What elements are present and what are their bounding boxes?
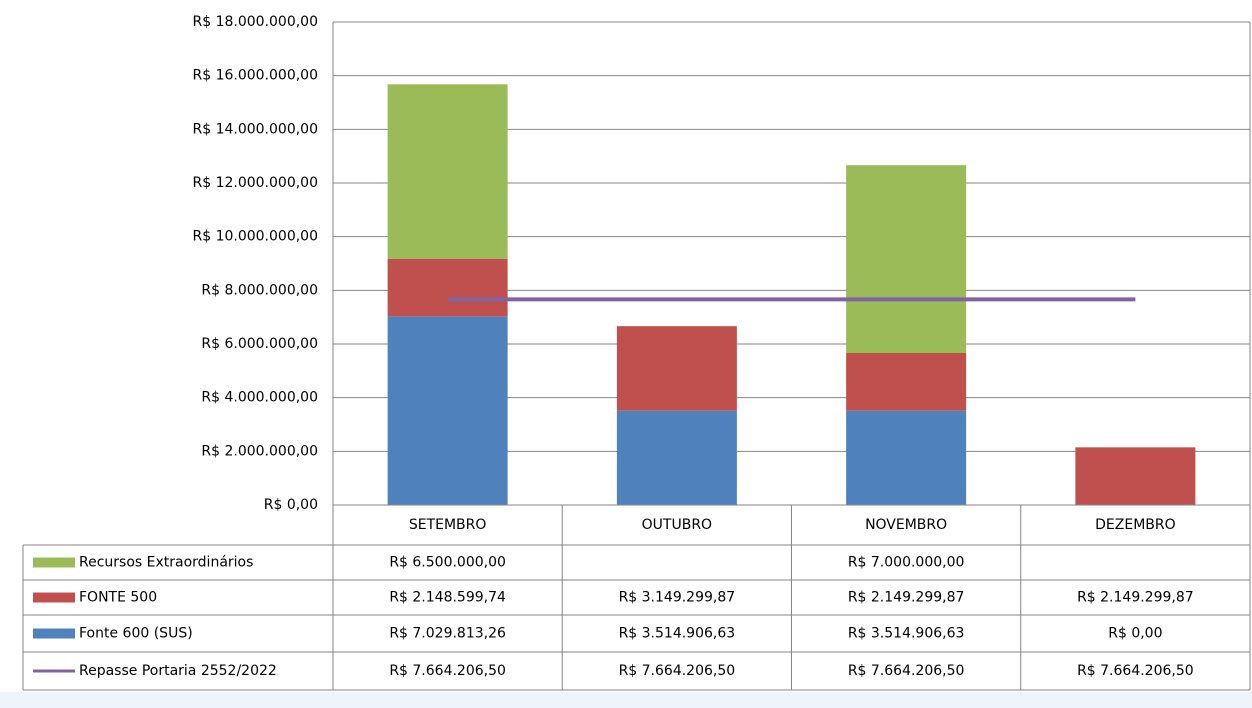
bar-segment (387, 258, 508, 317)
legend-label: Recursos Extraordinários (79, 555, 253, 571)
table-value: R$ 7.664.206,50 (619, 663, 736, 679)
legend-swatch (33, 557, 75, 568)
table-value: R$ 7.029.813,26 (389, 626, 506, 642)
table-value: R$ 7.000.000,00 (848, 555, 965, 571)
y-tick-label: R$ 16.000.000,00 (192, 68, 318, 84)
table-value: R$ 3.149.299,87 (619, 590, 736, 606)
table-value: R$ 0,00 (1108, 626, 1162, 642)
table-value: R$ 7.664.206,50 (389, 663, 506, 679)
bar-segment (1075, 447, 1196, 505)
legend-label: Fonte 600 (SUS) (79, 626, 193, 642)
y-tick-label: R$ 0,00 (264, 497, 318, 513)
table-value: R$ 7.664.206,50 (848, 663, 965, 679)
legend-label: FONTE 500 (79, 590, 157, 606)
y-tick-label: R$ 18.000.000,00 (192, 14, 318, 30)
y-tick-label: R$ 8.000.000,00 (201, 282, 318, 298)
bar-segment (846, 353, 967, 411)
legend-label: Repasse Portaria 2552/2022 (79, 663, 277, 679)
x-tick-label: OUTUBRO (642, 517, 712, 533)
table-value: R$ 3.514.906,63 (848, 626, 965, 642)
table-value: R$ 2.149.299,87 (1077, 590, 1194, 606)
legend-swatch (33, 628, 75, 639)
table-value: R$ 7.664.206,50 (1077, 663, 1194, 679)
bar-segment (387, 84, 508, 259)
bar-segment (387, 316, 508, 505)
bar-segment (616, 326, 737, 411)
table-value: R$ 6.500.000,00 (389, 555, 506, 571)
bar-segment (846, 410, 967, 505)
y-tick-label: R$ 10.000.000,00 (192, 229, 318, 245)
bottom-strip (0, 692, 1252, 708)
y-tick-label: R$ 12.000.000,00 (192, 175, 318, 191)
table-value: R$ 3.514.906,63 (619, 626, 736, 642)
bar-segment (846, 165, 967, 354)
table-value: R$ 2.149.299,87 (848, 590, 965, 606)
table-value: R$ 2.148.599,74 (389, 590, 506, 606)
x-tick-label: DEZEMBRO (1095, 517, 1176, 533)
y-tick-label: R$ 4.000.000,00 (201, 390, 318, 406)
x-tick-label: SETEMBRO (409, 517, 487, 533)
legend-swatch (33, 592, 75, 603)
x-tick-label: NOVEMBRO (865, 517, 947, 533)
y-tick-label: R$ 6.000.000,00 (201, 336, 318, 352)
y-tick-label: R$ 2.000.000,00 (201, 443, 318, 459)
y-tick-label: R$ 14.000.000,00 (192, 121, 318, 137)
bar-segment (616, 410, 737, 505)
